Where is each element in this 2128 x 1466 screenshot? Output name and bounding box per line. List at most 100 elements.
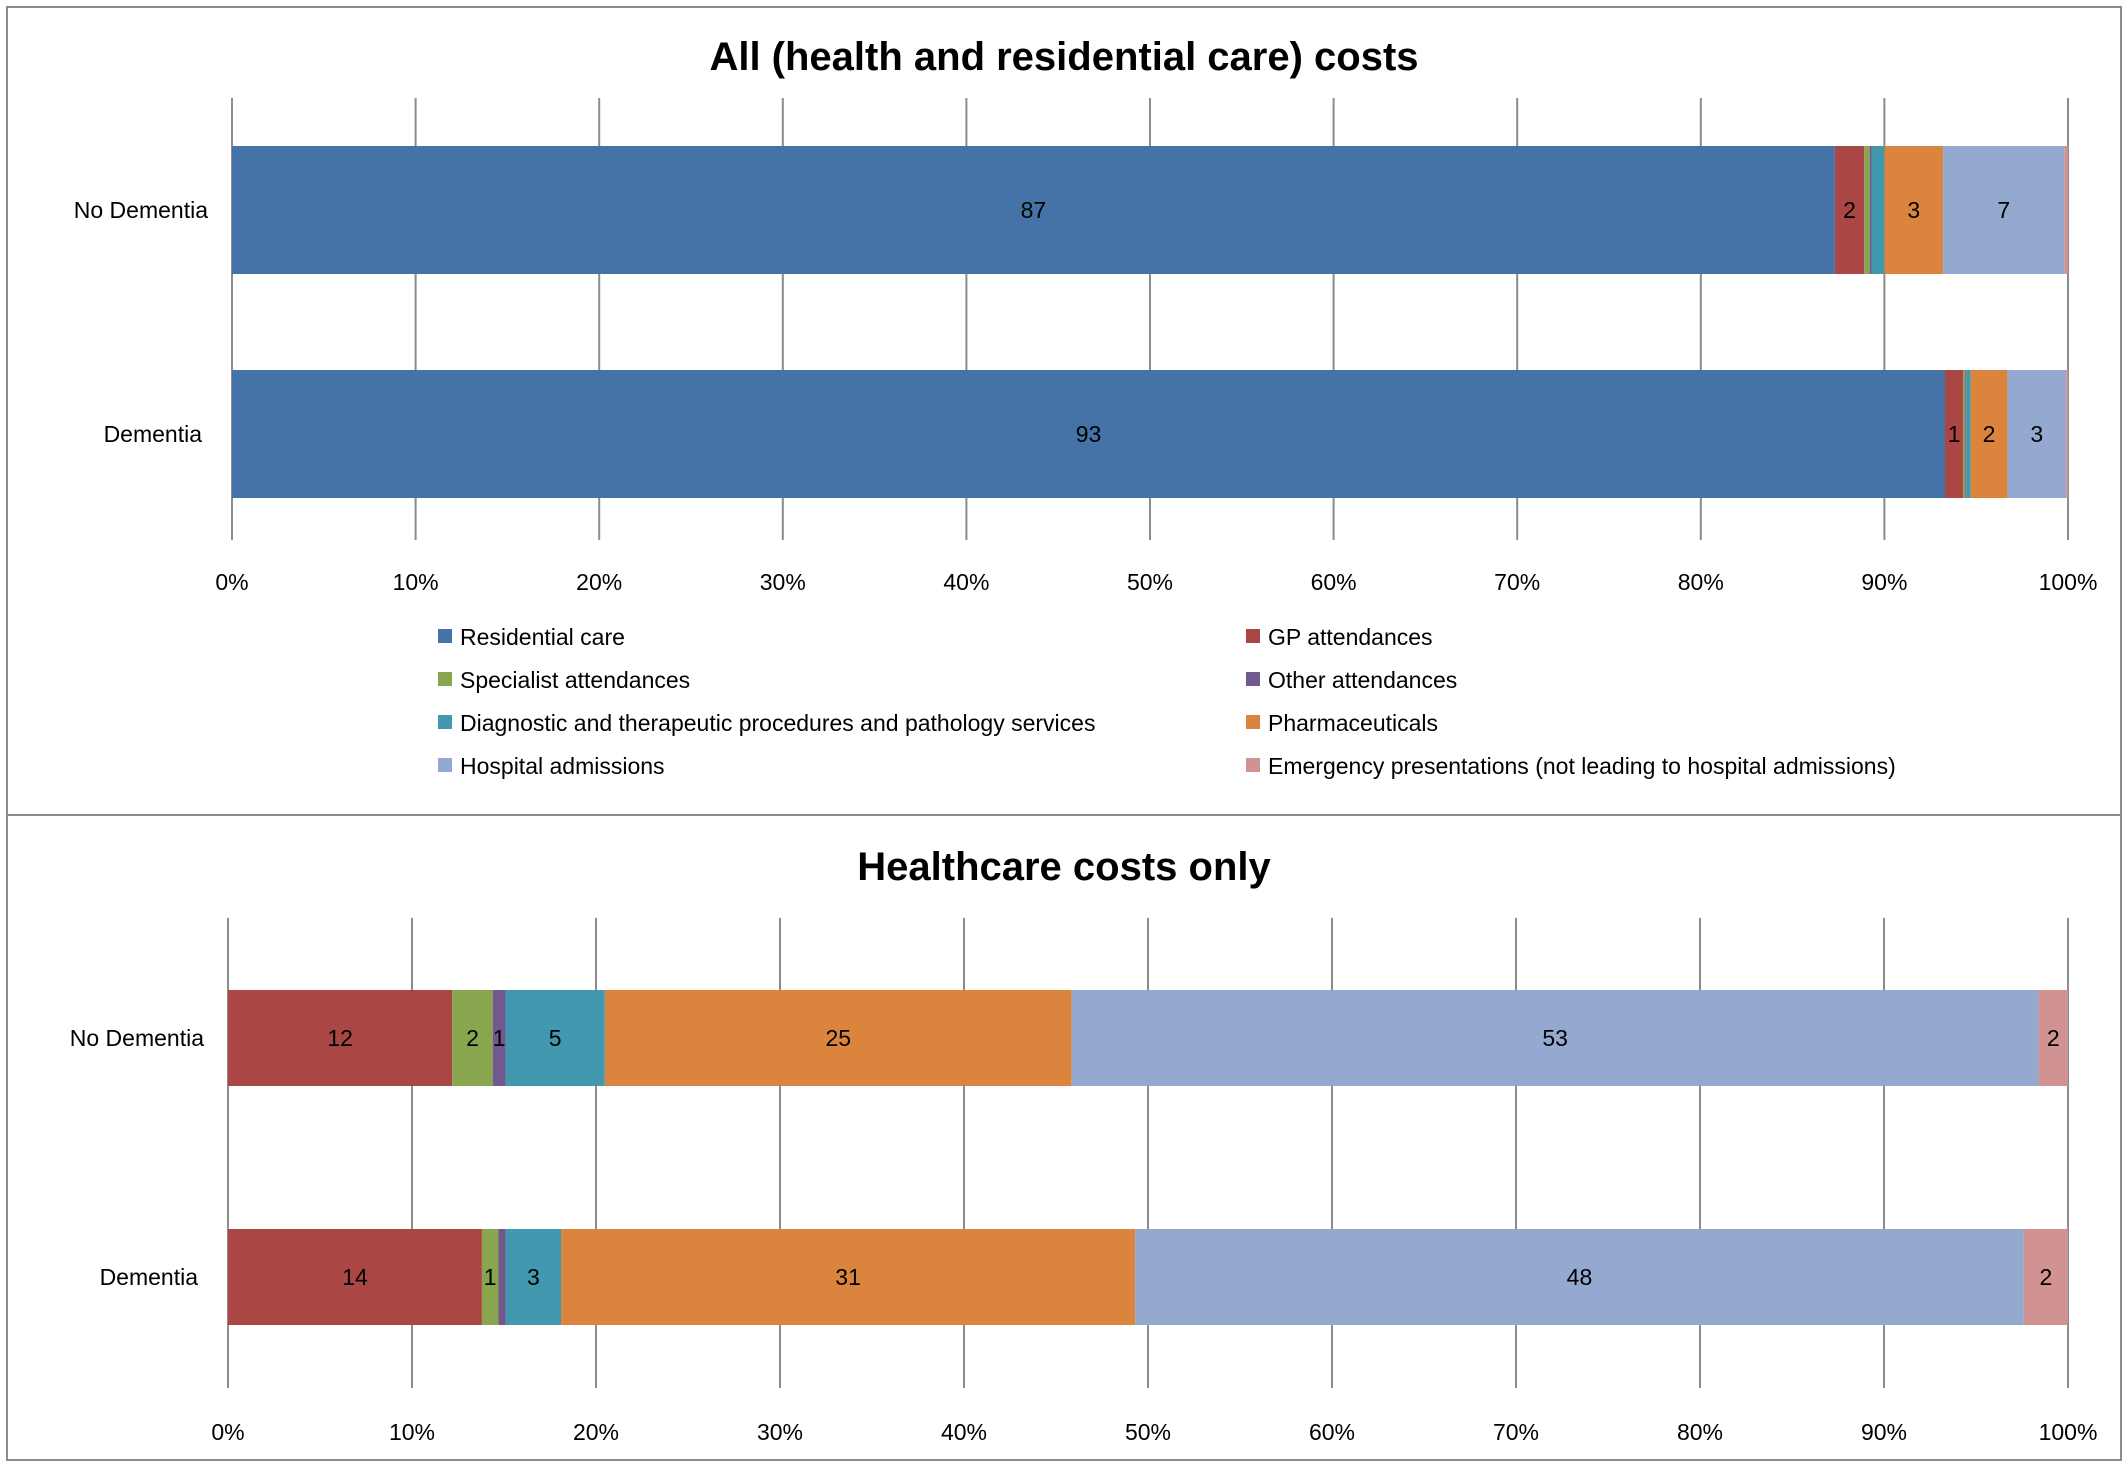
x-tick-label: 10% [389, 1419, 435, 1445]
legend-swatch [438, 715, 452, 729]
bar-segment [452, 990, 493, 1086]
bar-segment [228, 990, 453, 1086]
bar-segment [505, 990, 605, 1086]
bar-segment [1135, 1229, 2024, 1325]
chart-1-plot: 0% 10% 20% 30% 40% 50% 60% 70% 80% 90% 100% 87 2 3 7 No… [74, 98, 2098, 595]
x-tick-label: 50% [1125, 1419, 1171, 1445]
data-label: 1 [484, 1264, 497, 1290]
x-tick-label: 80% [1678, 569, 1724, 595]
x-tick-label: 100% [2039, 1419, 2098, 1445]
category-label: No Dementia [70, 1025, 204, 1051]
data-label: 25 [825, 1025, 851, 1051]
data-label: 2 [1843, 197, 1856, 223]
bar-segment [492, 990, 506, 1086]
x-tick-label: 30% [760, 569, 806, 595]
chart-title-1: All (health and residential care) costs [709, 35, 1418, 79]
x-tick-label: 40% [943, 569, 989, 595]
bar-segment [1970, 370, 2008, 498]
x-tick-label: 70% [1494, 569, 1540, 595]
bar-segment [232, 146, 1835, 274]
bar-segment [1965, 370, 1967, 498]
x-tick-label: 90% [1861, 569, 1907, 595]
data-label: 2 [1983, 421, 1996, 447]
bar-segment [2066, 370, 2068, 498]
x-tick-label: 70% [1493, 1419, 1539, 1445]
data-label: 3 [527, 1264, 540, 1290]
legend-label: Pharmaceuticals [1268, 710, 1438, 736]
legend-swatch [1246, 629, 1260, 643]
x-tick-label: 60% [1311, 569, 1357, 595]
category-label: Dementia [104, 421, 203, 447]
category-label: No Dementia [74, 197, 208, 223]
bar-segment [481, 1229, 499, 1325]
chart-panel-bottom [6, 814, 2122, 1461]
data-label: 2 [466, 1025, 479, 1051]
bar-segment [1966, 370, 1971, 498]
bar-segment [505, 1229, 562, 1325]
category-label: Dementia [100, 1264, 199, 1290]
legend-swatch [438, 672, 452, 686]
x-tick-label: 100% [2039, 569, 2098, 595]
bar-segment [1834, 146, 1865, 274]
x-tick-label: 0% [211, 1419, 244, 1445]
bar-segment [2038, 990, 2068, 1086]
x-tick-label: 40% [941, 1419, 987, 1445]
x-tick-label: 80% [1677, 1419, 1723, 1445]
bar-segment [1871, 146, 1885, 274]
legend-label: Diagnostic and therapeutic procedures an… [460, 710, 1095, 736]
data-label: 2 [2040, 1264, 2053, 1290]
x-tick-label: 30% [757, 1419, 803, 1445]
x-tick-label: 0% [215, 569, 248, 595]
data-label: 53 [1542, 1025, 1568, 1051]
legend-swatch [1246, 672, 1260, 686]
bar-segment [2064, 146, 2068, 274]
data-label: 12 [327, 1025, 353, 1051]
data-label: 14 [342, 1264, 368, 1290]
legend-swatch [1246, 715, 1260, 729]
data-label: 3 [1907, 197, 1920, 223]
legend-label: Residential care [460, 624, 625, 650]
bar-segment [498, 1229, 506, 1325]
legend-label: Other attendances [1268, 667, 1457, 693]
bar-segment [2007, 370, 2067, 498]
x-tick-label: 20% [573, 1419, 619, 1445]
x-tick-label: 90% [1861, 1419, 1907, 1445]
x-tick-label: 10% [393, 569, 439, 595]
bar-segment [228, 1229, 482, 1325]
legend-swatch [438, 758, 452, 772]
bar-segment [1884, 146, 1944, 274]
bar-segment [561, 1229, 1136, 1325]
bar-segment [1963, 370, 1966, 498]
legend-label: Hospital admissions [460, 753, 665, 779]
chart-title-2: Healthcare costs only [857, 845, 1271, 889]
data-label: 87 [1021, 197, 1047, 223]
bar-segment [1864, 146, 1870, 274]
data-label: 3 [2030, 421, 2043, 447]
data-label: 5 [549, 1025, 562, 1051]
legend-swatch [1246, 758, 1260, 772]
data-label: 48 [1567, 1264, 1593, 1290]
bar-segment [1944, 370, 1964, 498]
legend-label: GP attendances [1268, 624, 1433, 650]
legend-label: Specialist attendances [460, 667, 690, 693]
bar-segment [1071, 990, 2039, 1086]
bar-segment [232, 370, 1945, 498]
legend: Residential care GP attendances Specialist… [438, 624, 1896, 779]
legend-swatch [438, 629, 452, 643]
data-label: 31 [835, 1264, 861, 1290]
chart-2-plot: 0% 10% 20% 30% 40% 50% 60% 70% 80% 90% 100%12 2 1 5 25… [70, 918, 2098, 1445]
bar-segment [1869, 146, 1872, 274]
x-tick-label: 60% [1309, 1419, 1355, 1445]
bar-segment [2023, 1229, 2068, 1325]
data-label: 1 [493, 1025, 506, 1051]
data-label: 2 [2047, 1025, 2060, 1051]
bar-segment [604, 990, 1072, 1086]
data-label: 7 [1997, 197, 2010, 223]
bar-segment [1943, 146, 2065, 274]
x-tick-label: 50% [1127, 569, 1173, 595]
data-label: 93 [1076, 421, 1102, 447]
data-label: 1 [1948, 421, 1961, 447]
x-tick-label: 20% [576, 569, 622, 595]
legend-label: Emergency presentations (not leading to … [1268, 753, 1896, 779]
